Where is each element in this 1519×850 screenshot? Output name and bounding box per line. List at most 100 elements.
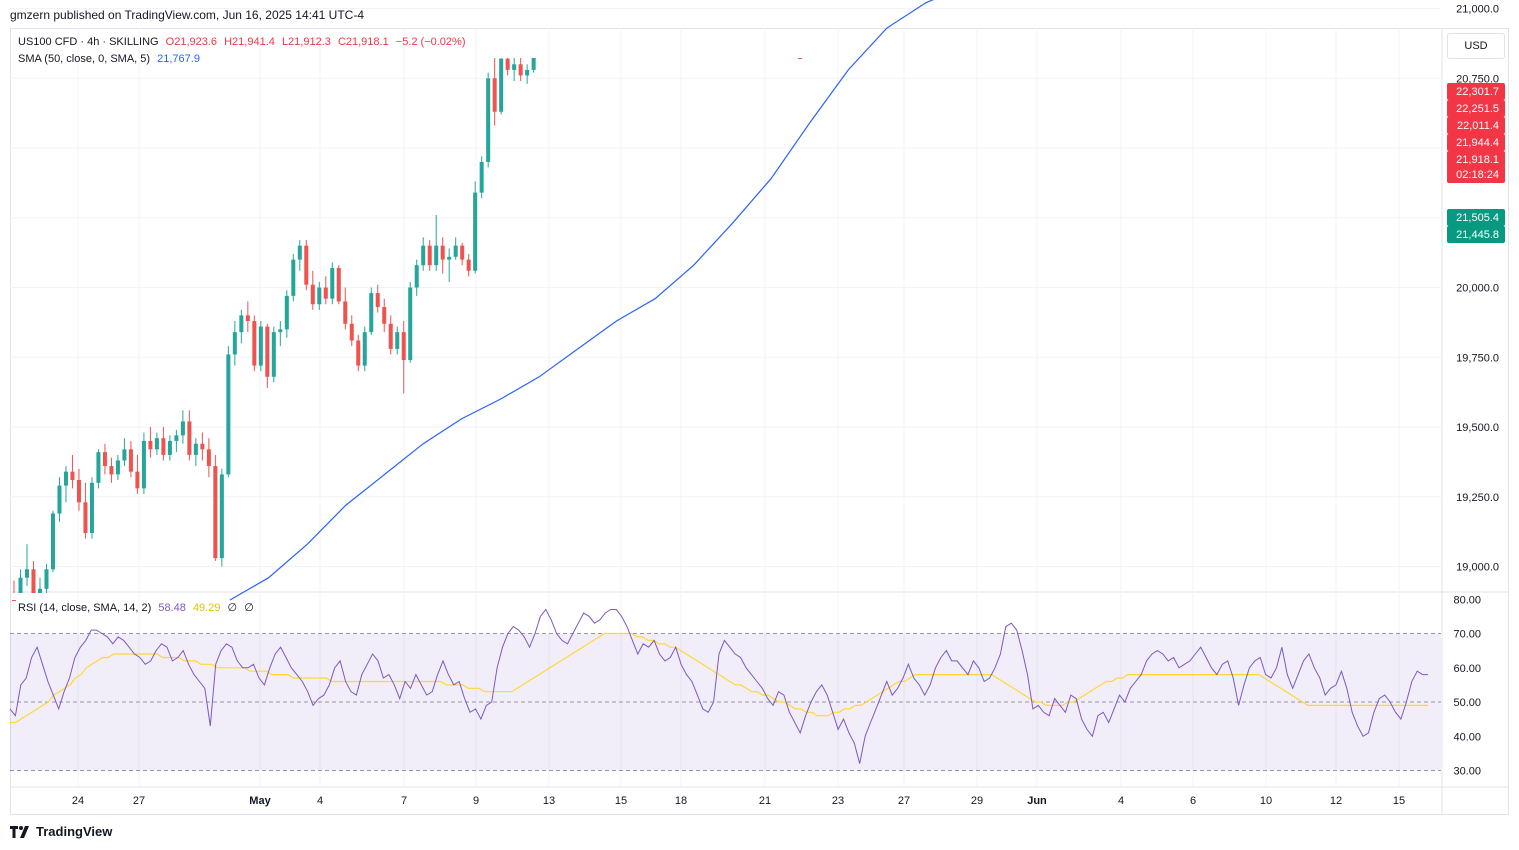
price-tick-label: 19,250.0 xyxy=(1456,492,1499,504)
candle-body xyxy=(512,64,517,70)
candle-body xyxy=(414,265,419,288)
price-badge xyxy=(1447,117,1505,134)
candle-body xyxy=(11,599,17,601)
change-value: −5.2 (−0.02%) xyxy=(395,36,466,48)
close-value: C21,918.1 xyxy=(337,36,389,48)
candle-body xyxy=(323,287,328,299)
candle-body xyxy=(356,340,361,366)
candle-body xyxy=(434,245,439,266)
price-legend: US100 CFD · 4h · SKILLING O21,923.6 H21,… xyxy=(18,36,469,48)
candle-body xyxy=(226,354,231,475)
sma-layer xyxy=(229,0,934,601)
candle-body xyxy=(505,58,510,70)
currency-button[interactable]: USD xyxy=(1447,33,1505,59)
candle-body xyxy=(447,256,452,260)
candle-body xyxy=(486,78,491,162)
candle-body xyxy=(206,449,211,467)
chart-frame[interactable] xyxy=(10,28,1509,815)
candle-body xyxy=(115,460,120,475)
candle-body xyxy=(317,287,322,305)
candle-body xyxy=(336,267,341,302)
price-badge xyxy=(1447,134,1505,151)
price-badge xyxy=(1447,151,1505,168)
candle-body xyxy=(291,259,296,296)
price-badge-label: 22,011.4 xyxy=(1457,120,1499,132)
candle-body xyxy=(252,320,257,366)
rsi-tick-label: 30.00 xyxy=(1453,766,1481,778)
time-tick-label: Jun xyxy=(1027,795,1047,807)
price-badge-label: 02:18:24 xyxy=(1456,169,1499,181)
candle-body xyxy=(193,443,198,455)
candle-body xyxy=(96,452,101,483)
rsi-value: 58.48 xyxy=(158,602,186,614)
candle-body xyxy=(141,440,146,489)
rsi-tick-label: 40.00 xyxy=(1453,731,1481,743)
candle-body xyxy=(18,577,23,593)
symbol-label[interactable]: US100 CFD · 4h · SKILLING xyxy=(18,36,159,48)
sma-value: 21,767.9 xyxy=(157,53,200,65)
candle-body xyxy=(83,502,88,534)
price-tick-label: 21,000.0 xyxy=(1456,4,1499,16)
candle-body xyxy=(239,315,244,333)
candle-body xyxy=(375,293,380,308)
time-tick-label: May xyxy=(249,795,271,807)
rsi-extra-1: ∅ xyxy=(227,602,238,614)
time-tick-label: 4 xyxy=(317,795,323,807)
candle-body xyxy=(122,449,127,461)
rsi-tick-label: 60.00 xyxy=(1453,663,1481,675)
candle-body xyxy=(421,245,426,266)
price-tick-label: 19,750.0 xyxy=(1456,352,1499,364)
candle-body xyxy=(369,293,374,333)
candle-body xyxy=(63,471,68,486)
candle-body xyxy=(24,569,30,578)
candle-body xyxy=(180,421,185,436)
price-badge xyxy=(1447,100,1505,117)
candle-body xyxy=(525,69,530,76)
time-tick-label: 24 xyxy=(72,795,84,807)
candle-body xyxy=(427,245,432,266)
candle-body xyxy=(109,466,114,475)
rsi-ma-line xyxy=(10,632,1428,724)
price-badge-label: 21,944.4 xyxy=(1456,137,1499,149)
candle-body xyxy=(330,267,335,299)
candle-body xyxy=(258,326,263,366)
candle-body xyxy=(148,440,153,450)
footer-logo[interactable]: TradingView xyxy=(10,824,112,839)
time-tick-label: 7 xyxy=(401,795,407,807)
candle-layer xyxy=(11,58,802,601)
candle-body xyxy=(460,245,465,260)
time-tick-label: 18 xyxy=(675,795,687,807)
rsi-label[interactable]: RSI (14, close, SMA, 14, 2) xyxy=(18,602,152,614)
candle-body xyxy=(479,161,484,193)
high-value: H21,941.4 xyxy=(224,36,275,48)
badge-layer: 22,301.7 22,251.5 22,011.4 21,944.4 21,918.1… xyxy=(1447,83,1505,243)
candle-body xyxy=(349,323,354,341)
candle-body xyxy=(466,259,471,271)
candle-body xyxy=(213,466,218,559)
candle-body xyxy=(473,192,478,271)
price-badge xyxy=(1447,209,1505,226)
time-tick-label: 9 xyxy=(473,795,479,807)
low-value: L21,912.3 xyxy=(281,36,331,48)
time-tick-label: 10 xyxy=(1260,795,1272,807)
candle-body xyxy=(102,452,107,467)
candle-body xyxy=(161,438,166,455)
price-tick-label: 20,000.0 xyxy=(1456,283,1499,295)
price-badge-label: 22,251.5 xyxy=(1456,103,1499,115)
time-tick-label: 21 xyxy=(759,795,771,807)
time-tick-label: 15 xyxy=(615,795,627,807)
candle-body xyxy=(492,78,497,112)
candle-body xyxy=(200,443,205,450)
candle-body xyxy=(343,301,348,324)
sma-line xyxy=(229,0,934,601)
candle-body xyxy=(440,245,445,260)
time-tick-label: 4 xyxy=(1118,795,1124,807)
price-tick-label: 19,000.0 xyxy=(1456,562,1499,574)
candle-body xyxy=(278,329,283,333)
time-tick-label: 27 xyxy=(133,795,145,807)
tradingview-logo-icon xyxy=(10,825,29,838)
candle-body xyxy=(284,295,289,330)
candle-body xyxy=(271,332,276,377)
sma-label[interactable]: SMA (50, close, 0, SMA, 5) xyxy=(18,53,151,65)
